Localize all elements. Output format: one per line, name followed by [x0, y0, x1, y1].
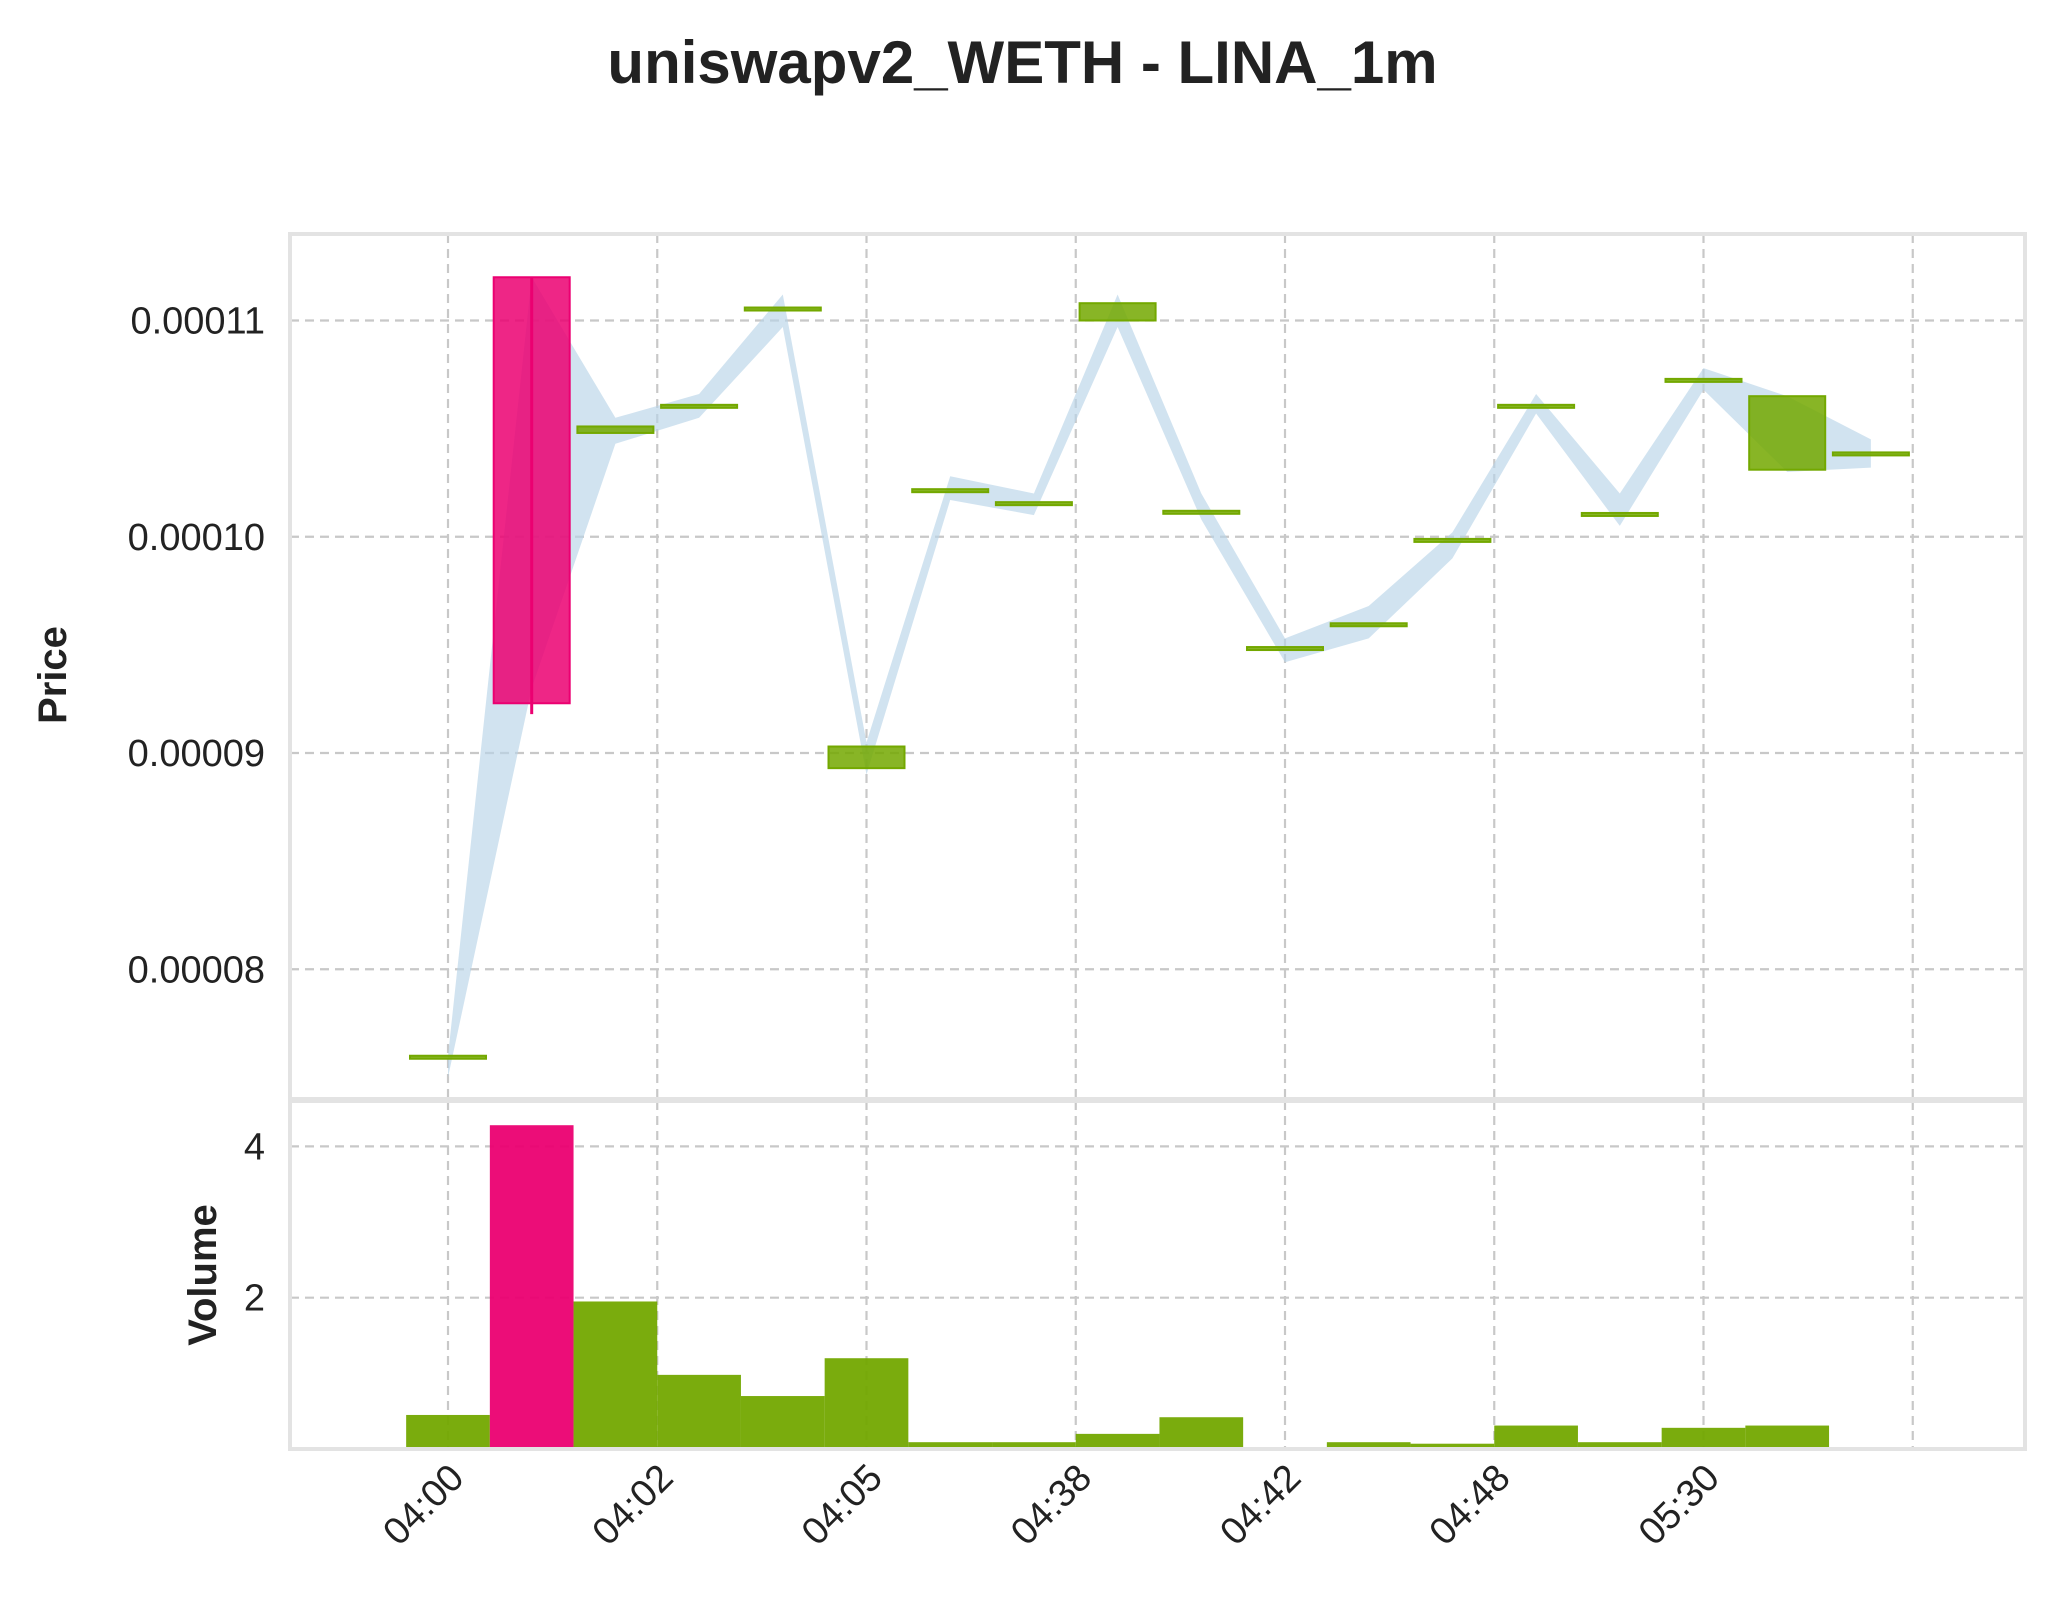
candle-body-17 — [1831, 451, 1910, 457]
price-tick-label-2: 0.00010 — [128, 517, 265, 559]
candle-body-12 — [1413, 537, 1492, 543]
candle-body-8 — [1078, 302, 1157, 322]
candle-body-0 — [409, 1054, 487, 1060]
candle-body-2 — [576, 425, 655, 434]
x-tick-label-4: 04:42 — [1212, 1457, 1309, 1554]
volume-panel-frame — [288, 1099, 2027, 1451]
candle-body-1 — [492, 276, 571, 705]
volume-bar-16 — [1745, 1425, 1830, 1449]
candle-body-10 — [1246, 646, 1324, 652]
volume-bar-6 — [908, 1442, 993, 1449]
x-tick-label-1: 04:02 — [585, 1457, 682, 1554]
price-tick-label-3: 0.00011 — [130, 301, 265, 343]
volume-tick-label-0: 2 — [244, 1278, 265, 1320]
candle-body-16 — [1748, 395, 1827, 471]
volume-bar-13 — [1494, 1425, 1578, 1449]
chart-title: uniswapv2_WETH - LINA_1m — [607, 29, 1438, 96]
volume-layer — [406, 1125, 1830, 1449]
volume-bar-7 — [992, 1442, 1076, 1449]
candle-body-14 — [1580, 511, 1659, 517]
x-tick-label-6: 05:30 — [1631, 1457, 1728, 1554]
candle-body-5 — [827, 745, 906, 770]
candle-body-7 — [994, 501, 1073, 507]
volume-bar-15 — [1661, 1427, 1746, 1449]
volume-bar-14 — [1577, 1442, 1662, 1449]
candle-body-6 — [911, 488, 990, 494]
x-tick-label-2: 04:05 — [794, 1457, 891, 1554]
volume-axis-title: Volume — [181, 1204, 225, 1346]
volume-tick-label-1: 4 — [244, 1126, 265, 1168]
volume-bar-12 — [1410, 1443, 1495, 1449]
volume-bar-9 — [1159, 1417, 1244, 1449]
price-tick-label-1: 0.00009 — [128, 733, 265, 775]
volume-bar-3 — [657, 1374, 741, 1449]
volume-bar-11 — [1326, 1442, 1411, 1449]
volume-bar-8 — [1075, 1433, 1160, 1449]
candle-body-15 — [1664, 377, 1743, 383]
candle-layer — [409, 276, 1910, 1060]
volume-bar-0 — [406, 1414, 490, 1449]
candle-body-3 — [660, 403, 739, 409]
candle-body-13 — [1497, 403, 1576, 409]
price-axis-title: Price — [31, 626, 75, 724]
volume-bar-1 — [489, 1125, 574, 1449]
candle-body-9 — [1162, 509, 1241, 515]
volume-bar-2 — [573, 1301, 658, 1449]
volume-bar-4 — [740, 1396, 825, 1449]
x-tick-label-0: 04:00 — [375, 1457, 472, 1554]
x-tick-label-3: 04:38 — [1003, 1457, 1100, 1554]
x-tick-label-5: 04:48 — [1422, 1457, 1519, 1554]
candle-body-11 — [1329, 622, 1408, 628]
candle-body-4 — [743, 306, 822, 312]
grid-layer — [290, 234, 2025, 1449]
price-tick-label-0: 0.00008 — [128, 949, 265, 991]
volume-bar-5 — [824, 1358, 909, 1449]
